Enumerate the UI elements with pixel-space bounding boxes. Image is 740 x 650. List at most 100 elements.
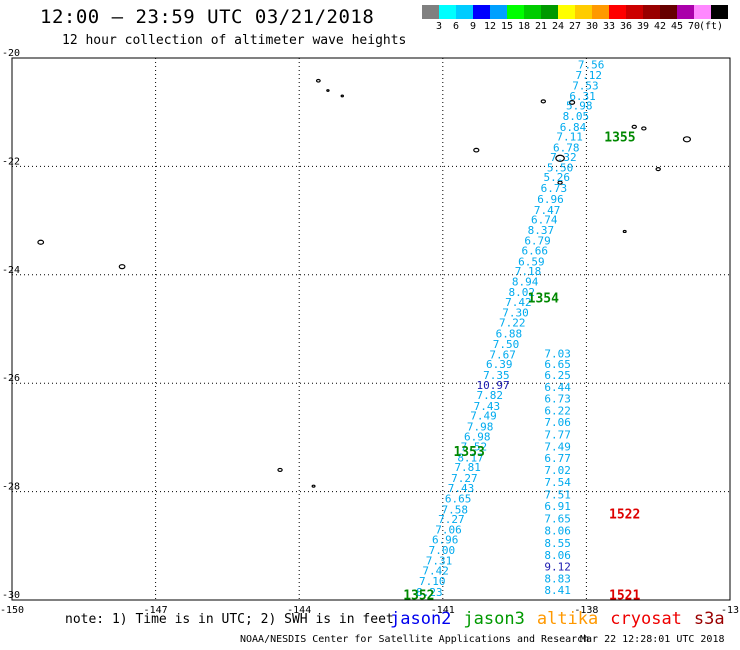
swh-reading: 8.41 [544,584,571,597]
satellite-legend-item: jason2 [390,609,452,629]
swh-reading: 8.05 [563,110,590,123]
swh-reading: 7.00 [429,544,456,557]
swh-reading: 7.03 [544,347,571,360]
swh-reading: 6.73 [541,182,568,195]
swh-reading: 6.74 [531,214,558,227]
swh-reading: 8.94 [512,275,539,288]
swh-reading: 8.02 [509,286,536,299]
color-swatch [592,5,609,19]
swh-reading: 8.06 [544,525,571,538]
swh-reading: 7.42 [422,565,449,578]
swh-reading: 7.77 [544,429,571,442]
island-outline [340,94,345,98]
swh-reading: 6.65 [445,493,472,506]
swh-reading: 6.77 [544,452,571,465]
island-outline [540,99,547,104]
swh-reading: 7.18 [515,265,542,278]
swh-reading: 6.96 [432,533,459,546]
longitude-label: -150 [0,605,24,616]
color-scale-label: 36 [619,21,633,32]
swh-reading: 7.42 [505,296,532,309]
swh-reading: 7.10 [419,575,446,588]
swh-reading: 7.54 [544,476,571,489]
swh-reading: 5.98 [566,100,593,113]
swh-reading: 7.43 [474,400,501,413]
pass-label: 1354 [528,292,559,307]
swh-reading: 7.06 [435,524,462,537]
island-outline [315,78,321,83]
color-scale-bar [422,5,728,19]
swh-reading: 6.44 [544,381,571,394]
island-outline [311,484,316,488]
color-scale-label: 70 [687,21,701,32]
swh-reading: 7.47 [534,204,561,217]
swh-reading: 6.79 [524,235,551,248]
swh-reading: 5.50 [547,161,574,174]
map-frame [11,57,731,601]
color-swatch [626,5,643,19]
swh-reading: 6.39 [486,358,513,371]
island-outline [555,154,565,162]
island-outline [631,124,637,129]
pass-label: 1352 [403,589,434,604]
satellite-legend-item: s3a [693,609,725,629]
page-title: 12:00 — 23:59 UTC 03/21/2018 [40,6,375,28]
swh-reading: 7.51 [544,488,571,501]
swh-reading: 7.49 [544,441,571,454]
color-scale-label: 6 [452,21,460,32]
island-outline [37,239,45,245]
satellite-legend-item: cryosat [610,609,682,629]
swh-reading: 7.49 [470,410,497,423]
swh-reading: 6.31 [569,90,596,103]
latitude-label: -22 [2,156,20,167]
swh-reading: 6.84 [560,121,587,134]
generated-timestamp: Mar 22 12:28:01 UTC 2018 [580,634,725,645]
color-scale-label: 42 [653,21,667,32]
swh-reading: 6.96 [537,193,564,206]
swh-reading: 7.30 [502,307,529,320]
swh-reading: 7.98 [467,421,494,434]
page-subtitle: 12 hour collection of altimeter wave hei… [62,33,407,48]
color-scale-label: 9 [469,21,477,32]
island-outline [473,147,480,153]
swh-reading: 6.88 [496,327,523,340]
island-outline [557,180,563,185]
swh-reading: 6.65 [544,358,571,371]
swh-reading: 7.43 [448,482,475,495]
swh-reading: 7.65 [544,513,571,526]
swh-reading: 7.50 [493,338,520,351]
swh-reading: 6.66 [521,244,548,257]
island-outline [277,467,283,473]
swh-reading: 8.55 [544,537,571,550]
swh-reading: 7.67 [489,348,516,361]
swh-reading: 7.02 [544,464,571,477]
swh-reading: 8.83 [544,572,571,585]
swh-reading: 7.53 [572,80,599,93]
swh-reading: 7.06 [544,416,571,429]
color-scale-label: 15 [500,21,514,32]
island-outline [622,229,627,234]
color-scale-label: 18 [517,21,531,32]
color-scale-label: 30 [585,21,599,32]
footer-note: note: 1) Time is in UTC; 2) SWH is in fe… [65,612,394,627]
latitude-label: -28 [2,482,20,493]
swh-reading: 7.52 [461,441,488,454]
swh-reading: 8.06 [544,549,571,562]
longitude-label: -144 [287,605,311,616]
islands [37,78,692,488]
swh-reading: 6.25 [544,369,571,382]
color-swatch [490,5,507,19]
satellite-legend: jason2 jason3 altika cryosat s3a [390,609,737,629]
swh-reading: 8.23 [416,586,443,599]
swh-reading: 5.26 [543,171,570,184]
color-swatch [524,5,541,19]
color-scale-label: 45 [670,21,684,32]
swh-reading: 6.22 [544,404,571,417]
swh-reading: 7.81 [454,461,481,474]
pass-label: 1353 [453,445,484,460]
color-scale-label: 39 [636,21,650,32]
swh-reading: 7.35 [483,369,510,382]
swh-reading: 7.58 [442,503,469,516]
swh-reading: 6.98 [464,430,491,443]
